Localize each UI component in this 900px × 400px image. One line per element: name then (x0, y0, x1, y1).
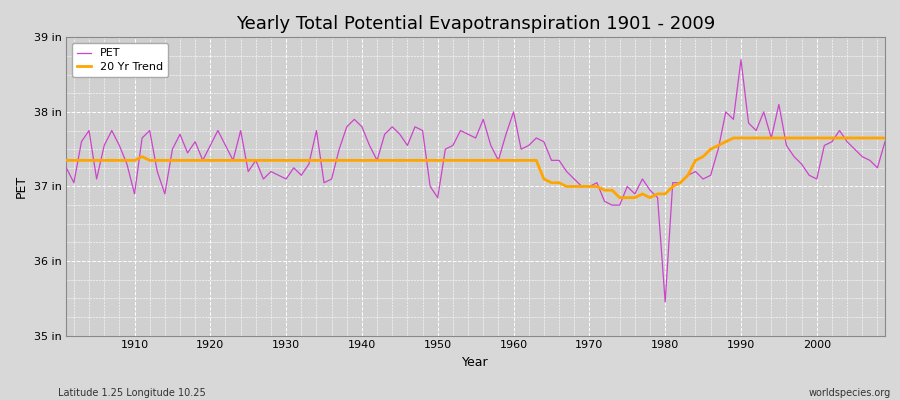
20 Yr Trend (122, 158, 132, 163)
PET (500, 132, 511, 137)
20 Yr Trend (615, 195, 626, 200)
PET (879, 139, 890, 144)
PET (735, 57, 746, 62)
Text: worldspecies.org: worldspecies.org (809, 388, 891, 398)
PET (660, 300, 670, 304)
20 Yr Trend (288, 158, 299, 163)
20 Yr Trend (334, 158, 345, 163)
20 Yr Trend (599, 188, 610, 192)
20 Yr Trend (728, 136, 739, 140)
PET (61, 166, 72, 170)
PET (334, 147, 345, 152)
Legend: PET, 20 Yr Trend: PET, 20 Yr Trend (72, 43, 168, 77)
20 Yr Trend (500, 158, 511, 163)
PET (122, 162, 132, 166)
20 Yr Trend (879, 136, 890, 140)
Title: Yearly Total Potential Evapotranspiration 1901 - 2009: Yearly Total Potential Evapotranspiratio… (236, 15, 716, 33)
PET (599, 199, 610, 204)
Y-axis label: PET: PET (15, 175, 28, 198)
X-axis label: Year: Year (463, 356, 489, 369)
Line: 20 Yr Trend: 20 Yr Trend (67, 138, 885, 198)
PET (288, 166, 299, 170)
Text: Latitude 1.25 Longitude 10.25: Latitude 1.25 Longitude 10.25 (58, 388, 206, 398)
Line: PET: PET (67, 60, 885, 302)
20 Yr Trend (508, 158, 519, 163)
PET (508, 110, 519, 114)
20 Yr Trend (61, 158, 72, 163)
